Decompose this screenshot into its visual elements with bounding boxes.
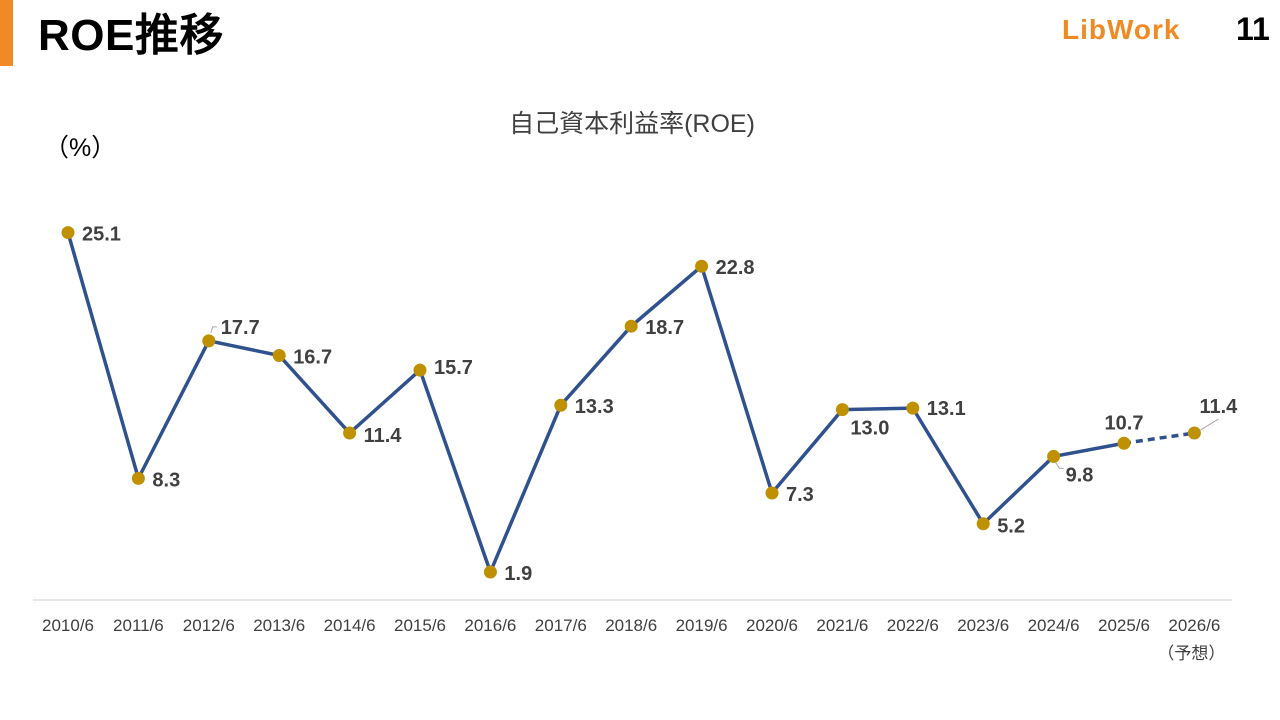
- data-label-2018-6: 18.7: [645, 317, 684, 339]
- data-label-2012-6: 17.7: [221, 317, 260, 339]
- data-label-2023-6: 5.2: [997, 516, 1025, 538]
- data-label-2013-6: 16.7: [293, 346, 332, 368]
- title-accent-bar: [0, 0, 13, 66]
- page-number: 11: [1236, 11, 1270, 47]
- data-point-2011-6: [131, 471, 145, 485]
- data-label-2017-6: 13.3: [575, 396, 614, 418]
- page-title: ROE推移: [38, 11, 224, 60]
- data-label-2022-6: 13.1: [927, 398, 966, 420]
- data-point-2023-6: [976, 517, 990, 531]
- data-point-2019-6: [695, 259, 709, 273]
- x-tick-label-2012-6: 2012/6: [183, 616, 235, 635]
- x-tick-label-2018-6: 2018/6: [605, 616, 657, 635]
- data-point-2021-6: [835, 403, 849, 417]
- data-label-2020-6: 7.3: [786, 484, 814, 506]
- data-label-2025-6: 10.7: [1105, 412, 1144, 434]
- x-tick-label-2011-6: 2011/6: [113, 616, 164, 635]
- x-tick-label-2023-6: 2023/6: [957, 616, 1009, 635]
- leader-line-2024-6: [1055, 462, 1064, 469]
- x-tick-label-2026-6: 2026/6: [1168, 616, 1220, 635]
- data-point-2010-6: [61, 226, 75, 240]
- x-tick-label-2010-6: 2010/6: [42, 616, 94, 635]
- data-label-2024-6: 9.8: [1066, 464, 1094, 486]
- data-label-2011-6: 8.3: [152, 469, 180, 491]
- x-tick-label-2022-6: 2022/6: [887, 616, 939, 635]
- x-tick-label-2021-6: 2021/6: [816, 616, 868, 635]
- data-label-2019-6: 22.8: [716, 257, 755, 279]
- x-tick-label-2019-6: 2019/6: [676, 616, 728, 635]
- leader-line-2012-6: [210, 326, 217, 334]
- data-point-2025-6: [1117, 436, 1131, 450]
- data-point-2018-6: [624, 319, 638, 333]
- data-label-2014-6: 11.4: [364, 425, 403, 447]
- data-label-2026-6: 11.4: [1199, 396, 1238, 418]
- data-point-2024-6: [1047, 449, 1061, 463]
- data-point-2012-6: [202, 334, 216, 348]
- data-label-2016-6: 1.9: [504, 563, 532, 585]
- x-tick-label-2020-6: 2020/6: [746, 616, 798, 635]
- x-tick-label-2017-6: 2017/6: [535, 616, 587, 635]
- data-label-2021-6: 13.0: [850, 418, 889, 440]
- data-point-2016-6: [483, 565, 497, 579]
- data-point-2014-6: [343, 426, 357, 440]
- x-tick-label-2024-6: 2024/6: [1028, 616, 1080, 635]
- data-point-2026-6: [1187, 426, 1201, 440]
- x-tick-label-2013-6: 2013/6: [253, 616, 305, 635]
- data-point-2020-6: [765, 486, 779, 500]
- libwork-logo: LibWork: [1062, 14, 1181, 45]
- data-label-2015-6: 15.7: [434, 357, 473, 379]
- x-tick-label-2014-6: 2014/6: [324, 616, 376, 635]
- data-point-2017-6: [554, 398, 568, 412]
- roe-forecast-line: [1123, 431, 1195, 445]
- data-label-2010-6: 25.1: [82, 224, 121, 246]
- leader-line-2026-6: [1200, 418, 1219, 431]
- data-point-2013-6: [272, 348, 286, 362]
- chart-title: 自己資本利益率(ROE): [509, 110, 755, 138]
- roe-series-line: [66, 232, 1125, 574]
- x-tick-label-2025-6: 2025/6: [1098, 616, 1150, 635]
- y-axis-unit-label: （%）: [44, 134, 117, 162]
- data-point-2022-6: [906, 401, 920, 415]
- forecast-note: （予想）: [1157, 644, 1225, 664]
- data-point-2015-6: [413, 363, 427, 377]
- x-tick-label-2015-6: 2015/6: [394, 616, 446, 635]
- x-tick-label-2016-6: 2016/6: [464, 616, 516, 635]
